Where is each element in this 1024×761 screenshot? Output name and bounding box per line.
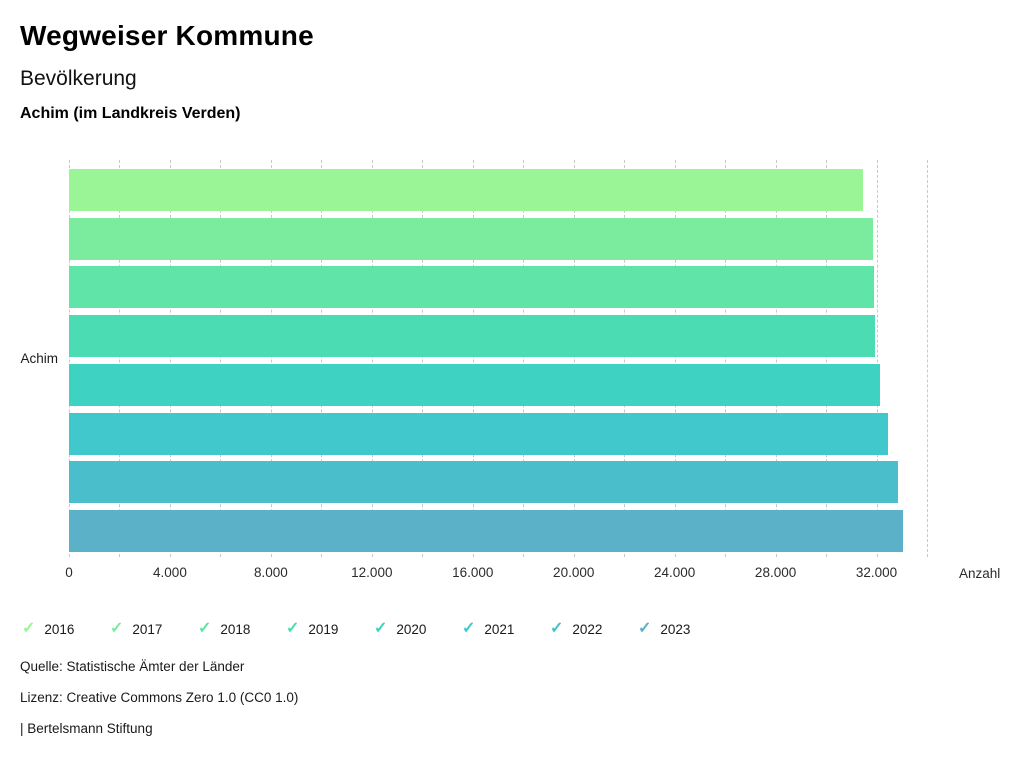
x-tick-label: 20.000 [553, 565, 595, 580]
checkmark-icon: ✓ [286, 620, 300, 637]
checkmark-icon: ✓ [22, 620, 36, 637]
x-tick-label: 24.000 [653, 565, 696, 580]
checkmark-icon: ✓ [550, 620, 564, 637]
gridline [775, 160, 777, 557]
x-tick-label: 28.000 [754, 565, 797, 580]
x-axis: 0 4.000 8.000 12.000 16.000 20.000 24.000 28.00… [65, 565, 927, 585]
bar-2023[interactable] [69, 509, 904, 552]
gridline [321, 160, 323, 557]
footer-source: Quelle: Statistische Ämter der Länder [20, 659, 245, 674]
gridline [876, 160, 878, 557]
checkmark-icon: ✓ [638, 620, 652, 637]
page-subtitle: Bevölkerung [20, 67, 137, 90]
gridline [725, 160, 727, 557]
footer-attribution: | Bertelsmann Stiftung [20, 721, 153, 736]
legend-item-2020[interactable]: ✓ 2020 [374, 621, 462, 637]
checkmark-icon: ✓ [110, 620, 124, 637]
x-axis-unit-label: Anzahl [959, 566, 1001, 581]
checkmark-icon: ✓ [462, 620, 476, 637]
x-tick-label: 4.000 [153, 565, 187, 580]
bar-2020[interactable] [69, 363, 881, 406]
gridline [573, 160, 575, 557]
legend-year-label: 2019 [308, 621, 339, 637]
checkmark-icon: ✓ [374, 620, 388, 637]
gridline [69, 160, 70, 557]
region-title: Achim (im Landkreis Verden) [20, 105, 241, 122]
gridline [422, 160, 424, 557]
gridline [270, 160, 272, 557]
legend-year-label: 2018 [220, 621, 251, 637]
gridline [523, 160, 525, 557]
legend-year-label: 2022 [572, 621, 603, 637]
legend-item-2023[interactable]: ✓ 2023 [638, 621, 726, 637]
bar-2019[interactable] [69, 315, 876, 358]
bar-2017[interactable] [69, 217, 873, 260]
footer-license: Lizenz: Creative Commons Zero 1.0 (CC0 1… [20, 690, 299, 705]
gridline [624, 160, 626, 557]
bar-2022[interactable] [69, 461, 898, 504]
legend-year-label: 2020 [396, 621, 427, 637]
legend-year-label: 2016 [44, 621, 75, 637]
legend-year-label: 2023 [660, 621, 691, 637]
bar-2016[interactable] [69, 169, 863, 211]
x-tick-label: 12.000 [351, 565, 393, 580]
bar-2018[interactable] [69, 266, 874, 309]
gridline [472, 160, 474, 557]
gridline [826, 160, 828, 557]
legend-year-label: 2021 [484, 621, 515, 637]
gridline [169, 160, 171, 557]
y-axis-category-label: Achim [20, 351, 58, 366]
x-tick-label: 8.000 [253, 565, 288, 580]
legend-item-2019[interactable]: ✓ 2019 [286, 621, 374, 637]
legend-year-label: 2017 [132, 621, 163, 637]
gridline [119, 160, 121, 557]
gridline [674, 160, 676, 557]
legend-item-2021[interactable]: ✓ 2021 [462, 621, 550, 637]
x-tick-label: 0 [65, 565, 73, 580]
bar-2021[interactable] [69, 412, 888, 455]
legend-item-2018[interactable]: ✓ 2018 [198, 621, 286, 637]
x-tick-label: 16.000 [452, 565, 494, 580]
legend: ✓ 2016 ✓ 2017 ✓ 2018 ✓ 2019 ✓ 2020 ✓ 2021 ✓ 2022 ✓ 2023 [22, 618, 726, 640]
checkmark-icon: ✓ [198, 620, 212, 637]
plot-area [69, 160, 928, 557]
gridline [220, 160, 222, 557]
legend-item-2017[interactable]: ✓ 2017 [110, 621, 198, 637]
legend-item-2016[interactable]: ✓ 2016 [22, 621, 110, 637]
page-title: Wegweiser Kommune [20, 20, 314, 51]
gridline [927, 160, 928, 557]
gridline [371, 160, 373, 557]
x-tick-label: 32.000 [855, 565, 898, 580]
legend-item-2022[interactable]: ✓ 2022 [550, 621, 638, 637]
